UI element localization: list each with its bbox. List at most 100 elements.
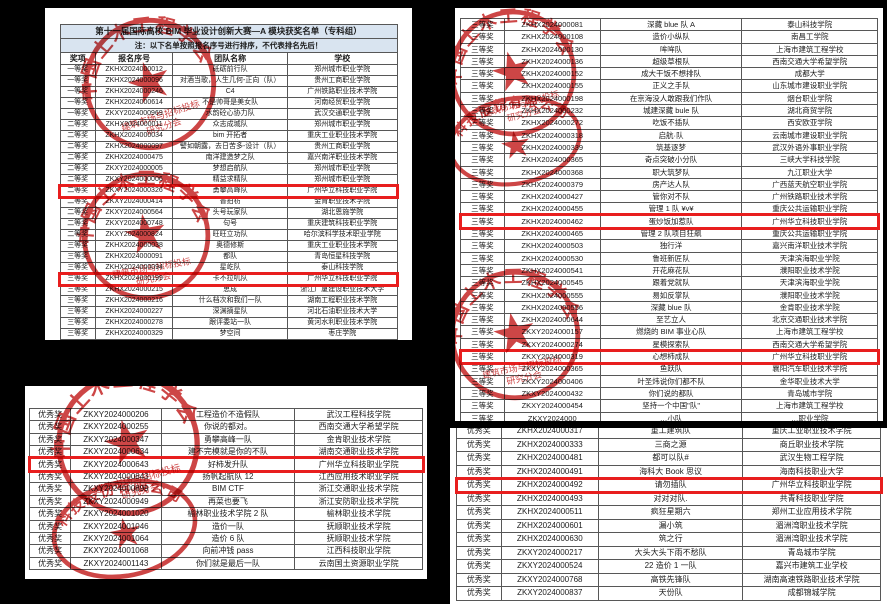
school-cell: 烟台职业学院	[741, 91, 878, 106]
school-cell: 广州铁路职业技术学院	[741, 190, 878, 204]
school-cell: 湖北商贸学院	[741, 104, 878, 118]
school-cell: 天津滨海职业学院	[741, 276, 878, 290]
panel-award-list-excellence-left: 优秀奖 ZKXY2024000206 工程造价不造假队 武汉工程科技学院 优秀奖 ZKXY…	[25, 386, 427, 579]
team-cell: 筑之行	[598, 532, 744, 547]
award-cell: 三等奖	[460, 325, 505, 339]
team-cell: 哞哞队	[599, 42, 743, 56]
school-cell: 西安欧亚学院	[741, 116, 878, 130]
school-cell: 广州铁路职业技术学院	[286, 86, 398, 98]
team-cell: …小队	[599, 411, 743, 421]
school-cell: 广州华立科技职业学院	[742, 478, 881, 493]
code-cell: ZKHX2024000530	[503, 251, 601, 265]
school-cell: 嘉兴市建筑工业学校	[742, 559, 881, 574]
school-cell: 嘉兴南洋职业技术学院	[286, 152, 398, 164]
star-icon	[493, 312, 534, 354]
team-cell: 漏小筑	[598, 518, 744, 533]
award-cell: 优秀奖	[456, 572, 502, 587]
star-icon	[491, 51, 531, 92]
school-cell: 广州华立科技职业学院	[286, 185, 398, 197]
award-cell: 优秀奖	[456, 464, 502, 479]
school-cell: 榆林职业技术学院	[294, 507, 423, 521]
code-cell: ZKXY2024000206	[70, 407, 162, 422]
table-row: 三等奖 ZKHX2024000555 易如反掌队 濮阳职业技术学院	[460, 288, 878, 302]
school-cell: 武汉生物工程学院	[742, 451, 881, 466]
team-cell: 城建深藏 bule 队	[599, 104, 743, 118]
award-cell: 优秀奖	[456, 532, 502, 547]
award-table-excellence-left: 优秀奖 ZKXY2024000206 工程造价不造假队 武汉工程科技学院 优秀奖 ZKXY…	[27, 407, 425, 571]
table-row: 优秀奖 ZKXY2024001064 造价 6 队抚顺职业技术学院	[28, 532, 423, 546]
award-cell: 优秀奖	[28, 519, 72, 534]
team-cell: 成大干饭不想排队	[599, 67, 743, 81]
table-row: 优秀奖 ZKHX2024000601 漏小筑 湄洲湾职业技术学院	[456, 518, 881, 533]
school-cell: 武汉工程科技学院	[294, 407, 423, 422]
team-cell: 管理 1 队 ¥v¥	[599, 202, 743, 216]
team-cell: 高铁先锋队	[598, 572, 744, 587]
code-cell: ZKHX2024000365	[503, 153, 601, 167]
school-cell: 成都大学	[741, 67, 878, 81]
code-cell: ZKHX2024000556	[503, 300, 601, 315]
team-cell: 超级草根队	[599, 54, 743, 69]
table-row: 三等奖 ZKHX2024000198 在京海没人敢跟我们作队 烟台职业学院	[460, 91, 878, 106]
school-cell: 青岛恒星科技学院	[286, 251, 398, 263]
table-row: 优秀奖 ZKHX2024000493 对对对队. 共青科技职业学院	[456, 491, 881, 506]
code-cell: ZKHX2024000333	[500, 437, 600, 452]
award-cell: 三等奖	[460, 251, 505, 265]
table-row: 三等奖 ZKHX2024000365 奇点突破小分队 三峡大学科技学院	[460, 153, 878, 167]
table-row: 优秀奖 ZKXY2024001068 向前冲钱 pass 江西科技职业学院	[28, 544, 423, 558]
school-cell: 贵州工商职业学院	[286, 141, 398, 153]
team-cell: 深渊摘星队	[172, 306, 288, 318]
table-row: 二等奖 ZKXY2024000005 梦想启航队 郑州城市职业学院	[59, 163, 398, 175]
school-cell: 青岛城市学院	[741, 386, 878, 401]
award-table-main: 第十一届国际高校 BIM 毕业设计创新大赛—A 模块获奖名单（专科组） 注：以下…	[58, 24, 399, 340]
school-cell: 枣庄学院	[286, 328, 398, 340]
school-cell: 武汉交通职业学院	[286, 108, 398, 120]
school-cell: 广州华立科技职业学院	[741, 350, 878, 364]
table-row: 三等奖 ZKXY2024000406 叶圣炜说你们都不队 金华职业技术大学	[460, 374, 878, 388]
table-row: 三等奖 ZKHX2024000465 管理 2 队项目狂飙 重庆公共运输职业学院	[460, 227, 878, 241]
school-cell: 西南交通大学希望学院	[294, 420, 423, 434]
award-table-excellence-right: 优秀奖 ZKHX2024000317 重工建筑队 重庆工业职业技术学院 优秀奖 ZKHX2…	[454, 428, 883, 601]
school-cell: 湄洲湾职业技术学院	[742, 518, 881, 533]
code-cell: ZKHX2024000155	[503, 79, 601, 93]
team-cell: 心想柿成队	[599, 350, 743, 364]
table-row: 优秀奖 ZKXY2024000837 天份队 成都锦城学院	[456, 586, 881, 601]
team-cell: 启航·队	[599, 128, 743, 142]
school-cell: 濮阳职业技术学院	[741, 263, 878, 278]
code-cell: ZKHX2024000481	[500, 451, 600, 466]
table-row: 三等奖 ZKHX2024000427 管你对不队 广州铁路职业技术学院	[460, 190, 878, 204]
team-cell: 管理 2 队项目狂飙	[599, 227, 743, 241]
table-row: 三等奖 ZKHX2024000108 造价小纵队 南昌工学院	[460, 30, 878, 44]
school-cell: 襄阳汽车职业技术学院	[741, 362, 878, 376]
team-cell: 造价小纵队	[599, 30, 743, 44]
code-cell: ZKXY2024001068	[70, 544, 162, 558]
team-cell: 深藏 blue 队	[599, 300, 743, 315]
table-row: 三等奖 ZKXY2024000432 你们说的都队 青岛城市学院	[460, 386, 878, 401]
table-row: 一等奖 ZKHX2024000614 不是帅哥是美女队 河南经贸职业学院	[59, 97, 398, 109]
team-cell: 鲁班新匠队	[599, 251, 743, 265]
table-row: 优秀奖 ZKXY2024000768 高铁先锋队 湖南高速铁路职业技术学院	[456, 572, 881, 587]
team-cell: 扬帆起航队 12	[160, 470, 296, 484]
code-cell: ZKXY2024000524	[500, 559, 600, 574]
school-cell: 河南经贸职业学院	[286, 97, 398, 109]
school-cell: 湖南工程职业技术学院	[286, 295, 398, 307]
panel-award-list-main: 第十一届国际高校 BIM 毕业设计创新大赛—A 模块获奖名单（专科组） 注：以下…	[45, 8, 412, 340]
team-cell: 三商之源	[598, 437, 744, 452]
code-cell: ZKHX2024000427	[503, 190, 601, 204]
code-cell: ZKHX2024000492	[500, 478, 600, 493]
table-row: 二等奖 ZKHX2024000097 譬如朝露，去日苦多-设计（队） 贵州工商职业学院	[59, 141, 398, 153]
code-cell: ZKHX2024000130	[503, 42, 601, 56]
team-cell: 22 造价 1 一队	[598, 559, 744, 574]
team-cell: 吃饭不插队	[599, 116, 743, 130]
table-row: 三等奖 ZKHX2024000232 城建深藏 bule 队湖北商贸学院	[460, 104, 878, 118]
school-cell: 抚顺职业技术学院	[294, 532, 423, 546]
school-cell: 上海市建筑工程学校	[741, 42, 878, 56]
code-cell: ZKHX2024000232	[503, 104, 601, 118]
award-cell: 优秀奖	[28, 532, 72, 546]
school-cell: 重庆工业职业技术学院	[742, 428, 881, 439]
table-row: 优秀奖 ZKHX2024000317 重工建筑队 重庆工业职业技术学院	[456, 428, 881, 439]
table-row: 三等奖 ZKHX2024000152 成大干饭不想排队 成都大学	[460, 67, 878, 81]
team-cell: 燃烧的 BIM 事业心队	[599, 325, 743, 339]
school-cell: 郑州城市职业学院	[286, 163, 398, 175]
team-cell: 管你对不队	[599, 190, 743, 204]
